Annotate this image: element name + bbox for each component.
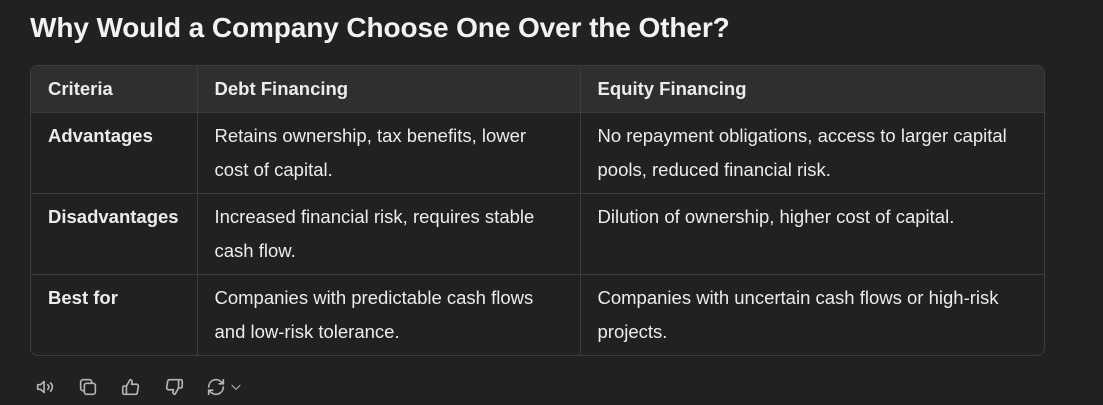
equity-cell: No repayment obligations, access to larg… bbox=[579, 111, 1044, 193]
comparison-table: Criteria Debt Financing Equity Financing… bbox=[31, 66, 1044, 355]
debt-cell: Increased financial risk, requires stabl… bbox=[196, 192, 580, 274]
header-equity-financing: Equity Financing bbox=[579, 66, 1044, 113]
good-response-button[interactable] bbox=[119, 375, 143, 399]
bad-response-button[interactable] bbox=[162, 375, 186, 399]
copy-button[interactable] bbox=[76, 375, 100, 399]
header-debt-financing: Debt Financing bbox=[196, 66, 580, 113]
thumbs-up-icon bbox=[121, 378, 140, 396]
table-header-row: Criteria Debt Financing Equity Financing bbox=[31, 66, 1044, 113]
header-criteria: Criteria bbox=[31, 66, 197, 113]
copy-icon bbox=[79, 378, 97, 396]
row-criteria-cell: Best for bbox=[31, 273, 197, 355]
read-aloud-button[interactable] bbox=[33, 375, 57, 399]
row-criteria-cell: Disadvantages bbox=[31, 192, 197, 274]
row-criteria-cell: Advantages bbox=[31, 111, 197, 193]
message-action-bar bbox=[33, 375, 243, 399]
equity-cell: Dilution of ownership, higher cost of ca… bbox=[579, 192, 1044, 274]
read-aloud-icon bbox=[36, 380, 54, 394]
table-row: Disadvantages Increased financial risk, … bbox=[31, 192, 1044, 274]
regenerate-button[interactable] bbox=[205, 376, 243, 398]
comparison-table-container: Criteria Debt Financing Equity Financing… bbox=[30, 65, 1045, 356]
table-row: Advantages Retains ownership, tax benefi… bbox=[31, 111, 1044, 193]
equity-cell: Companies with uncertain cash flows or h… bbox=[579, 273, 1044, 355]
thumbs-down-icon bbox=[165, 378, 184, 396]
chevron-down-icon bbox=[231, 384, 241, 390]
regenerate-icon bbox=[207, 378, 225, 396]
debt-cell: Companies with predictable cash flows an… bbox=[196, 273, 580, 355]
table-row: Best for Companies with predictable cash… bbox=[31, 273, 1044, 355]
section-heading: Why Would a Company Choose One Over the … bbox=[30, 12, 730, 43]
debt-cell: Retains ownership, tax benefits, lower c… bbox=[196, 111, 580, 193]
